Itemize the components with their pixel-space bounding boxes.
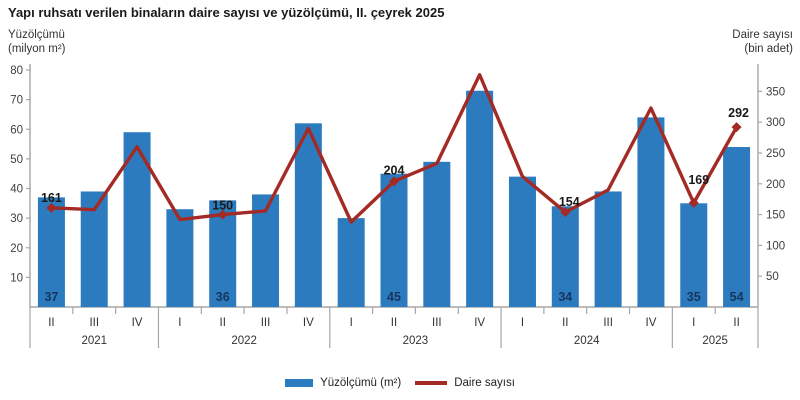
line-value-label: 150	[212, 199, 233, 213]
bar-value-label: 54	[730, 290, 744, 304]
right-axis-title: Daire sayısı (bin adet)	[732, 28, 793, 56]
quarter-label: II	[220, 317, 226, 329]
bar-2024-IV	[637, 117, 665, 308]
left-axis-tick-label: 50	[10, 154, 23, 166]
right-axis-title-line2: (bin adet)	[744, 43, 793, 55]
year-label: 2022	[231, 335, 257, 347]
line-value-label: 204	[384, 163, 405, 177]
quarter-label: II	[562, 317, 568, 329]
bar-series-swatch	[285, 379, 314, 387]
line-marker-2021-II	[46, 202, 57, 213]
right-axis-tick-label: 50	[766, 271, 779, 283]
quarter-label: IV	[303, 317, 314, 329]
left-axis-tick-label: 20	[10, 243, 23, 255]
line-value-label: 292	[728, 106, 749, 120]
bar-value-label: 37	[44, 290, 58, 304]
left-axis-tick-label: 80	[10, 65, 23, 77]
bar-value-label: 35	[687, 290, 701, 304]
quarter-label: IV	[132, 317, 143, 329]
left-axis-title-line2: (milyon m²)	[8, 43, 66, 55]
right-axis-tick-label: 350	[766, 86, 785, 98]
year-label: 2024	[574, 335, 600, 347]
bar-value-label: 45	[387, 290, 401, 304]
quarter-label: III	[603, 317, 613, 329]
left-axis-tick-label: 40	[10, 184, 23, 196]
left-axis-title-line1: Yüzölçümü	[8, 29, 65, 41]
bar-2021-II	[37, 197, 65, 307]
bar-value-label: 36	[216, 290, 230, 304]
right-axis-tick-label: 150	[766, 210, 785, 222]
line-marker-2023-II	[389, 176, 399, 187]
chart-title: Yapı ruhsatı verilen binaların daire say…	[8, 5, 445, 20]
line-series-swatch	[415, 381, 448, 385]
line-marker-2025-II	[731, 122, 742, 133]
left-axis-tick-label: 30	[10, 213, 23, 225]
quarter-label: II	[733, 317, 739, 329]
bar-2024-I	[508, 176, 536, 307]
year-label: 2023	[403, 335, 429, 347]
chart-legend: Yüzölçümü (m²) Daire sayısı	[0, 377, 800, 389]
bar-2023-III	[423, 161, 451, 307]
line-marker-2025-I	[688, 197, 699, 208]
line-value-label: 154	[559, 195, 580, 209]
legend-label-floor-area: Yüzölçümü (m²)	[320, 377, 402, 389]
year-label: 2025	[702, 335, 728, 347]
bar-2025-II	[723, 147, 751, 307]
quarter-label: III	[432, 317, 442, 329]
bar-2023-II	[380, 173, 408, 307]
bar-2023-IV	[466, 90, 494, 307]
left-axis-tick-label: 70	[10, 95, 23, 107]
bar-2023-I	[337, 218, 365, 307]
right-axis-tick-label: 300	[766, 117, 785, 129]
right-axis-tick-label: 100	[766, 240, 785, 252]
left-axis-tick-label: 10	[10, 272, 23, 284]
right-axis-title-line1: Daire sayısı	[732, 29, 793, 41]
line-marker-2024-II	[560, 207, 571, 218]
quarter-label: II	[391, 317, 397, 329]
quarter-label: I	[350, 317, 353, 329]
right-axis-tick-label: 200	[766, 179, 785, 191]
quarter-label: IV	[474, 317, 485, 329]
legend-label-dwellings: Daire sayısı	[454, 377, 515, 389]
quarter-label: III	[89, 317, 99, 329]
bar-2024-II	[551, 206, 579, 307]
left-axis-tick-label: 60	[10, 124, 23, 136]
left-axis-title: Yüzölçümü (milyon m²)	[8, 28, 66, 56]
legend-item-dwellings: Daire sayısı	[415, 377, 515, 389]
bar-2022-IV	[294, 123, 322, 307]
bar-2022-I	[166, 209, 194, 307]
line-value-label: 161	[41, 191, 62, 205]
quarter-label: I	[178, 317, 181, 329]
legend-item-floor-area: Yüzölçümü (m²)	[285, 377, 401, 389]
line-marker-2022-II	[217, 209, 228, 220]
bar-value-label: 34	[558, 290, 572, 304]
quarter-label: II	[48, 317, 54, 329]
right-axis-tick-label: 250	[766, 148, 785, 160]
bar-2024-III	[594, 191, 622, 307]
quarter-label: I	[692, 317, 695, 329]
bar-2025-I	[680, 203, 708, 307]
year-label: 2021	[81, 335, 107, 347]
quarter-label: III	[261, 317, 271, 329]
line-value-label: 169	[688, 173, 709, 187]
quarter-label: I	[521, 317, 524, 329]
quarter-label: IV	[646, 317, 657, 329]
